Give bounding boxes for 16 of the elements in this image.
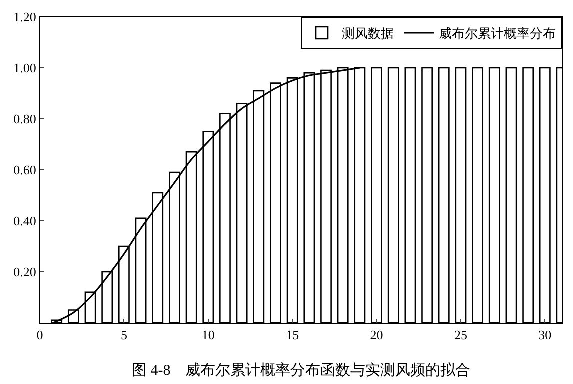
caption: 图 4-8 威布尔累计概率分布函数与实测风频的拟合 — [132, 362, 471, 379]
x-tick-label: 0 — [36, 328, 44, 343]
legend-label: 威布尔累计概率分布 — [439, 26, 556, 42]
x-tick-label: 10 — [202, 328, 215, 343]
x-tick-label: 5 — [120, 328, 128, 343]
y-tick-label: 0.20 — [14, 264, 36, 280]
y-tick-label: 1.00 — [14, 60, 36, 76]
x-tick-label: 20 — [370, 328, 384, 343]
y-tick-label: 0.40 — [14, 214, 36, 229]
x-tick-label: 25 — [454, 328, 468, 343]
y-tick-label: 1.20 — [14, 10, 36, 25]
x-tick-label: 30 — [538, 328, 552, 343]
x-tick-label: 15 — [286, 328, 300, 343]
legend-label: 测风数据 — [342, 26, 394, 42]
y-tick-label: 0.80 — [14, 112, 36, 127]
y-tick-label: 0.60 — [14, 162, 36, 178]
